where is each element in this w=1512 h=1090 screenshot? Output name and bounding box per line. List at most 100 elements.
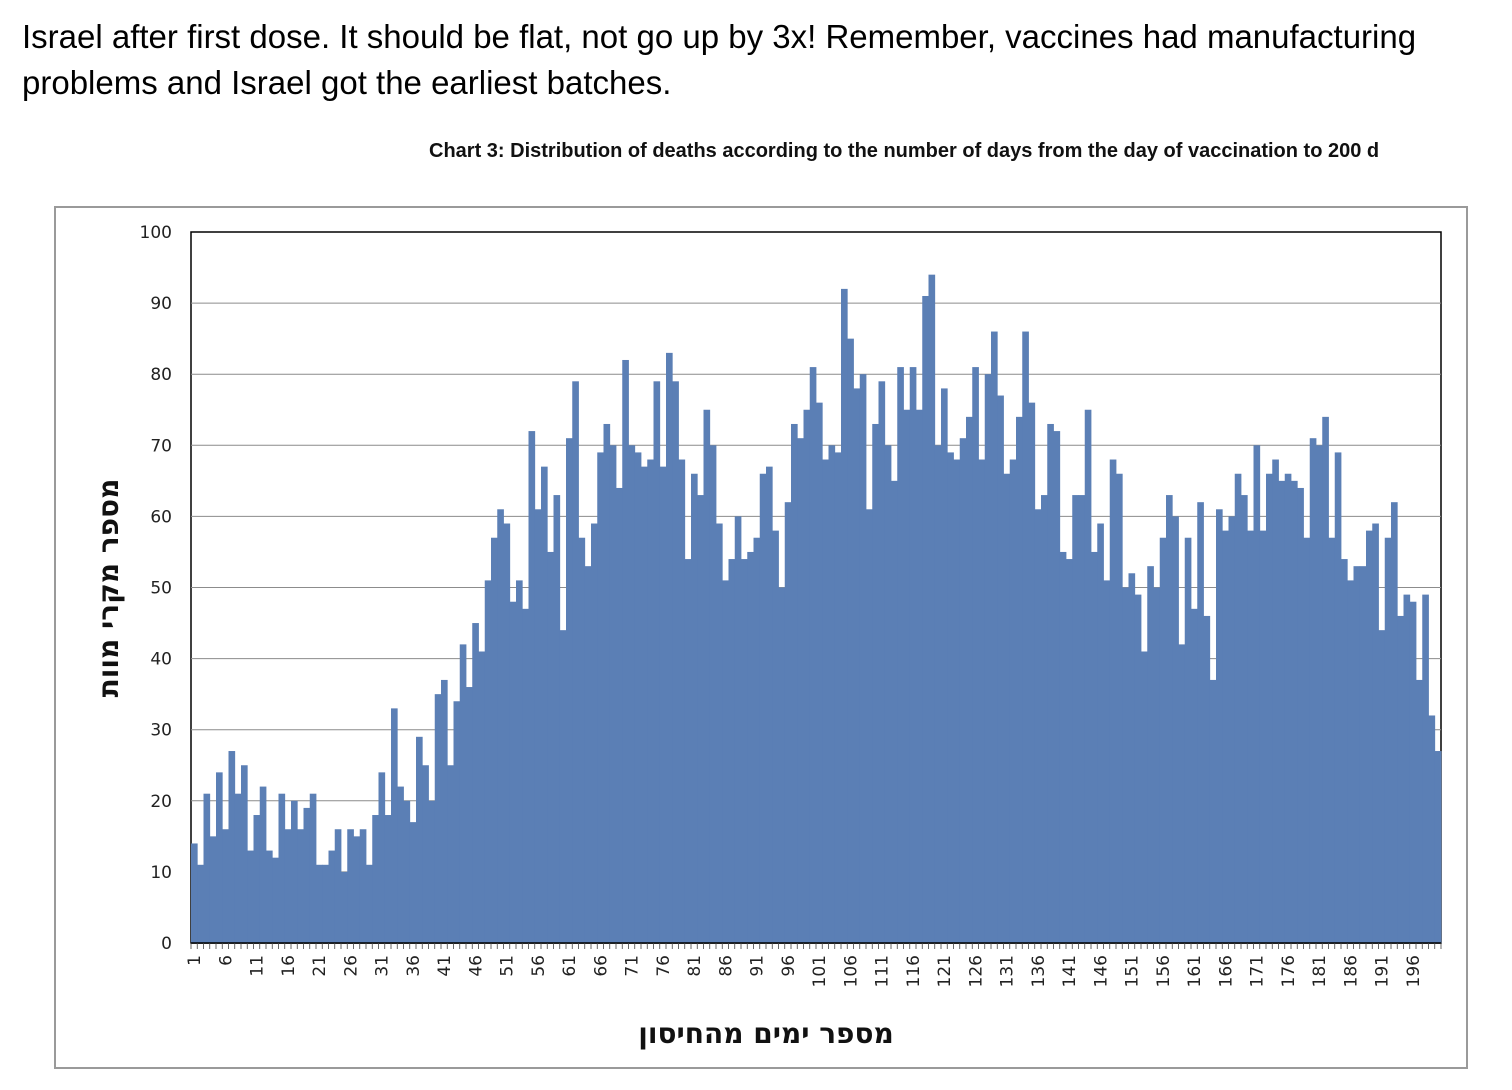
bar bbox=[1134, 594, 1142, 943]
bar bbox=[1422, 594, 1429, 943]
bar bbox=[1116, 473, 1123, 943]
bar bbox=[603, 423, 611, 944]
x-tick-label: 1 bbox=[185, 955, 205, 966]
bar bbox=[334, 829, 342, 943]
bar bbox=[1247, 530, 1254, 943]
bar bbox=[872, 423, 879, 944]
bar bbox=[472, 623, 479, 943]
bar bbox=[778, 587, 786, 943]
bar bbox=[1141, 651, 1148, 943]
bar bbox=[978, 459, 986, 943]
bar bbox=[866, 509, 873, 943]
bar bbox=[584, 566, 592, 943]
bar bbox=[666, 352, 673, 943]
bar bbox=[1084, 409, 1092, 943]
x-tick-label: 31 bbox=[373, 955, 393, 977]
x-tick-label: 111 bbox=[873, 955, 893, 987]
bar bbox=[853, 388, 861, 943]
bar bbox=[934, 445, 942, 943]
bar bbox=[647, 459, 654, 943]
bar bbox=[1234, 473, 1242, 943]
bar bbox=[216, 772, 223, 943]
bar bbox=[372, 815, 379, 943]
bar bbox=[884, 445, 892, 943]
bar bbox=[916, 409, 923, 943]
bar bbox=[1391, 502, 1398, 943]
bar bbox=[247, 850, 254, 943]
bar bbox=[597, 452, 604, 943]
bar bbox=[1059, 551, 1067, 943]
bar bbox=[1078, 495, 1086, 943]
bar bbox=[1409, 601, 1417, 943]
x-tick-label: 141 bbox=[1060, 955, 1080, 987]
bar bbox=[234, 793, 242, 943]
bar bbox=[772, 530, 779, 943]
bar bbox=[222, 829, 229, 943]
bar bbox=[497, 509, 504, 943]
bar bbox=[1309, 438, 1317, 943]
bar bbox=[953, 459, 961, 943]
bar bbox=[291, 800, 298, 943]
bar bbox=[928, 274, 936, 943]
x-tick-label: 6 bbox=[216, 955, 236, 966]
bar bbox=[1397, 615, 1404, 943]
x-tick-label: 126 bbox=[966, 955, 986, 987]
bar bbox=[678, 459, 686, 943]
bar bbox=[1166, 495, 1173, 943]
bar bbox=[1341, 559, 1348, 943]
bar bbox=[622, 359, 629, 944]
bar bbox=[1122, 587, 1129, 943]
bar bbox=[459, 644, 467, 943]
bar bbox=[397, 786, 404, 943]
bar bbox=[766, 466, 773, 943]
bar bbox=[1109, 459, 1117, 943]
bar bbox=[516, 580, 523, 943]
bar bbox=[441, 679, 448, 943]
bar bbox=[409, 822, 417, 943]
x-tick-label: 166 bbox=[1216, 955, 1236, 987]
x-tick-label: 11 bbox=[248, 955, 268, 977]
bar bbox=[941, 388, 948, 943]
bar bbox=[1216, 509, 1223, 943]
bar bbox=[1284, 473, 1292, 943]
bar bbox=[816, 402, 823, 943]
bar bbox=[578, 537, 586, 943]
x-tick-label: 161 bbox=[1185, 955, 1205, 987]
y-tick-label: 90 bbox=[150, 294, 172, 314]
bar bbox=[391, 708, 398, 943]
x-tick-label: 171 bbox=[1248, 955, 1268, 987]
bar bbox=[191, 843, 198, 943]
bar bbox=[241, 765, 248, 943]
x-tick-label: 56 bbox=[529, 955, 549, 977]
bar bbox=[478, 651, 486, 943]
y-tick-label: 30 bbox=[150, 721, 172, 741]
bar bbox=[253, 815, 261, 943]
bar bbox=[572, 381, 579, 943]
bar bbox=[1241, 495, 1248, 943]
bar bbox=[1097, 523, 1104, 943]
bar bbox=[1153, 587, 1161, 943]
bar bbox=[1266, 473, 1273, 943]
bar bbox=[453, 701, 461, 943]
bar bbox=[272, 857, 279, 943]
bar bbox=[791, 423, 798, 944]
bar bbox=[366, 864, 373, 943]
bar bbox=[1159, 537, 1167, 943]
bar bbox=[528, 431, 536, 943]
x-tick-label: 106 bbox=[841, 955, 861, 987]
bar bbox=[297, 829, 304, 943]
bar bbox=[997, 395, 1004, 943]
bar bbox=[984, 374, 992, 943]
bar bbox=[491, 537, 498, 943]
x-tick-label: 186 bbox=[1341, 955, 1361, 987]
bar bbox=[1328, 537, 1336, 943]
bar bbox=[403, 800, 411, 943]
bar bbox=[203, 793, 211, 943]
bar bbox=[1316, 445, 1323, 943]
bar bbox=[547, 551, 554, 943]
bar bbox=[859, 374, 867, 943]
bar bbox=[1222, 530, 1229, 943]
x-tick-label: 181 bbox=[1310, 955, 1330, 987]
bar bbox=[378, 772, 386, 943]
bar bbox=[1016, 416, 1023, 943]
